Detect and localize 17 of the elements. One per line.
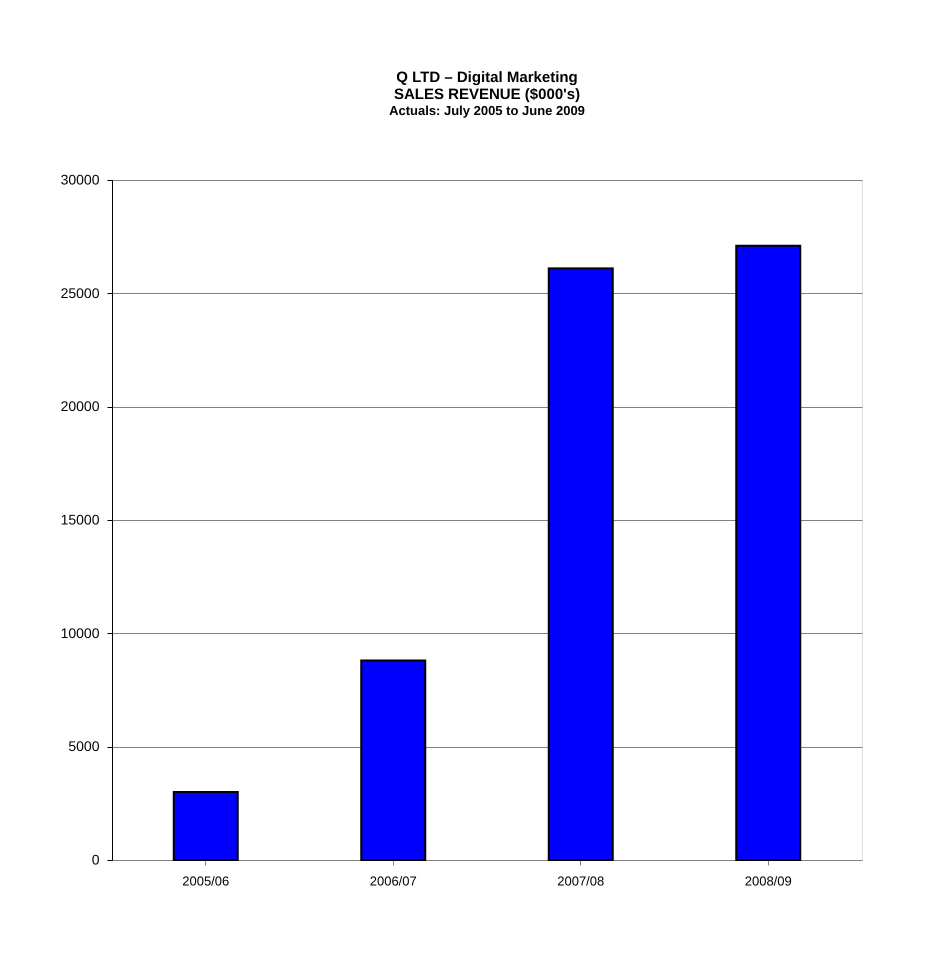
y-tick-label: 5000	[68, 738, 100, 754]
y-tick-label: 0	[92, 852, 100, 868]
x-tick-label: 2008/09	[744, 874, 792, 888]
chart-title: Q LTD – Digital Marketing SALES REVENUE ($000's)	[394, 69, 580, 103]
y-tick-label: 20000	[60, 398, 100, 414]
y-tick-label: 25000	[60, 284, 100, 301]
x-tick-label: 2005/06	[182, 874, 230, 888]
bar	[172, 791, 239, 861]
x-tick-label: 2007/08	[557, 874, 604, 888]
x-tick-label: 2006/07	[370, 874, 417, 888]
bar	[360, 660, 426, 861]
y-tick-label: 10000	[60, 624, 100, 641]
bar	[735, 244, 802, 861]
bar	[548, 267, 614, 861]
y-tick-label: 15000	[60, 512, 100, 528]
chart-subtitle: Actuals: July 2005 to June 2009	[389, 103, 585, 118]
y-tick-label: 30000	[60, 172, 100, 188]
